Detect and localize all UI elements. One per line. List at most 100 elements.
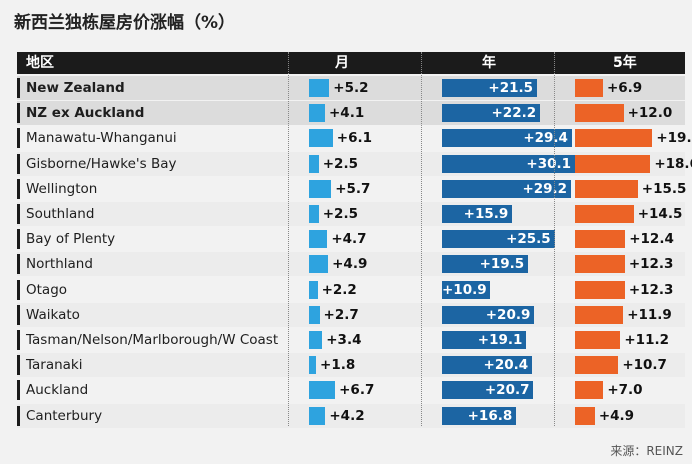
region-label: Canterbury — [26, 407, 103, 424]
row-accent — [17, 229, 20, 250]
data-label-year: +20.4 — [483, 357, 529, 374]
bar-5year — [575, 280, 625, 299]
table-row: Southland +2.5 +15.9 +14.5 — [17, 202, 685, 226]
region-label: Bay of Plenty — [26, 231, 116, 248]
table-row: Auckland +6.7 +20.7 +7.0 — [17, 378, 685, 402]
region-label: Auckland — [26, 382, 89, 399]
row-accent — [17, 254, 20, 275]
bar-5year — [575, 356, 619, 375]
table-row: Otago +2.2 +10.9 +12.3 — [17, 278, 685, 302]
data-label-month: +2.5 — [322, 155, 358, 172]
data-label-month: +5.2 — [333, 80, 369, 96]
table-row: Taranaki +1.8 +20.4 +10.7 — [17, 353, 685, 378]
data-label-year: +15.9 — [463, 206, 509, 222]
bar-5year — [575, 205, 634, 223]
bar-year — [442, 154, 576, 173]
bar-5year — [575, 255, 625, 274]
data-label-year: +29.2 — [522, 180, 568, 197]
bar-year — [442, 381, 534, 400]
row-accent — [17, 405, 20, 426]
data-label-5year: +14.5 — [637, 206, 683, 222]
source-note: 来源：REINZ — [610, 444, 683, 458]
table-row: Bay of Plenty +4.7 +25.5 +12.4 — [17, 227, 685, 251]
data-label-5year: +7.0 — [607, 382, 643, 399]
data-label-5year: +10.7 — [622, 357, 667, 374]
data-label-5year: +4.9 — [598, 407, 635, 424]
bar-month — [309, 179, 332, 198]
data-label-month: +6.1 — [336, 130, 373, 147]
data-label-5year: +11.9 — [627, 306, 672, 323]
bar-5year — [575, 104, 624, 123]
bar-5year — [575, 154, 651, 173]
data-label-month: +4.7 — [331, 231, 367, 248]
data-label-month: +4.1 — [328, 105, 365, 122]
region-label: Taranaki — [26, 357, 83, 374]
region-label: Wellington — [26, 180, 98, 197]
row-accent — [17, 103, 20, 124]
bar-year — [442, 129, 572, 148]
data-label-year: +19.1 — [477, 332, 523, 348]
row-accent — [17, 355, 20, 376]
row-accent — [17, 153, 20, 174]
table-row: Wellington +5.7 +29.2 +15.5 — [17, 177, 687, 201]
bar-year — [442, 406, 517, 425]
region-label: Waikato — [26, 306, 80, 323]
header-region: 地区 — [26, 55, 54, 71]
bar-year — [442, 179, 572, 198]
bar-year — [442, 255, 529, 274]
bar-year — [442, 331, 527, 349]
data-label-month: +2.5 — [322, 206, 358, 222]
row-accent — [17, 330, 20, 350]
table-row: Waikato +2.7 +20.9 +11.9 — [17, 302, 685, 327]
table-row: NZ ex Auckland +4.1 +22.2 +12.0 — [17, 101, 685, 126]
data-label-5year: +12.4 — [629, 231, 674, 248]
header-5year: 5年 — [613, 55, 637, 71]
column-divider — [288, 52, 289, 426]
bar-5year — [575, 179, 638, 198]
bar-5year — [575, 305, 624, 324]
table-row: New Zealand +5.2 +21.5 +6.9 — [17, 76, 685, 100]
region-label: Otago — [26, 281, 68, 298]
data-label-month: +6.7 — [339, 382, 375, 399]
table-row: Northland +4.9 +19.5 +12.3 — [17, 252, 685, 277]
bar-year — [442, 280, 491, 299]
row-accent — [17, 304, 20, 325]
bar-year — [442, 356, 533, 375]
bar-month — [309, 305, 320, 324]
row-accent — [17, 178, 20, 199]
data-label-month: +2.7 — [323, 306, 359, 323]
data-label-year: +21.5 — [488, 80, 534, 96]
data-label-month: +1.8 — [320, 357, 356, 374]
data-label-year: +20.7 — [484, 382, 530, 399]
data-label-5year: +12.3 — [628, 256, 674, 273]
bar-year — [442, 104, 541, 123]
data-label-month: +2.2 — [321, 281, 357, 298]
bar-year — [442, 79, 538, 97]
bar-month — [309, 205, 319, 223]
data-label-year: +19.5 — [479, 256, 525, 273]
column-divider — [554, 52, 555, 426]
row-accent — [17, 128, 20, 149]
data-label-5year: +6.9 — [606, 80, 643, 96]
table-row: Canterbury +4.2 +16.8 +4.9 — [17, 403, 685, 428]
header-month: 月 — [335, 55, 349, 71]
bar-month — [309, 230, 328, 249]
data-label-5year: +12.3 — [628, 281, 674, 298]
data-label-5year: +15.5 — [641, 180, 687, 197]
bar-5year — [575, 129, 653, 148]
region-label: Manawatu-Whanganui — [26, 130, 177, 147]
header-year: 年 — [482, 55, 496, 71]
data-label-5year: +18.6 — [654, 155, 692, 172]
bar-5year — [575, 331, 621, 349]
data-label-month: +4.9 — [332, 256, 368, 273]
data-label-year: +29.4 — [523, 130, 568, 147]
data-label-5year: +12.0 — [627, 105, 673, 122]
bar-month — [309, 331, 323, 349]
table-row: Gisborne/Hawke's Bay +2.5 +30.1 +18.6 — [17, 151, 692, 176]
bar-month — [309, 104, 325, 123]
table-row: Tasman/Nelson/Marlborough/W Coast +3.4 +19… — [17, 328, 685, 352]
bar-5year — [575, 381, 604, 400]
bar-month — [309, 129, 333, 148]
data-label-year: +10.9 — [442, 281, 487, 298]
data-label-year: +25.5 — [506, 231, 551, 248]
